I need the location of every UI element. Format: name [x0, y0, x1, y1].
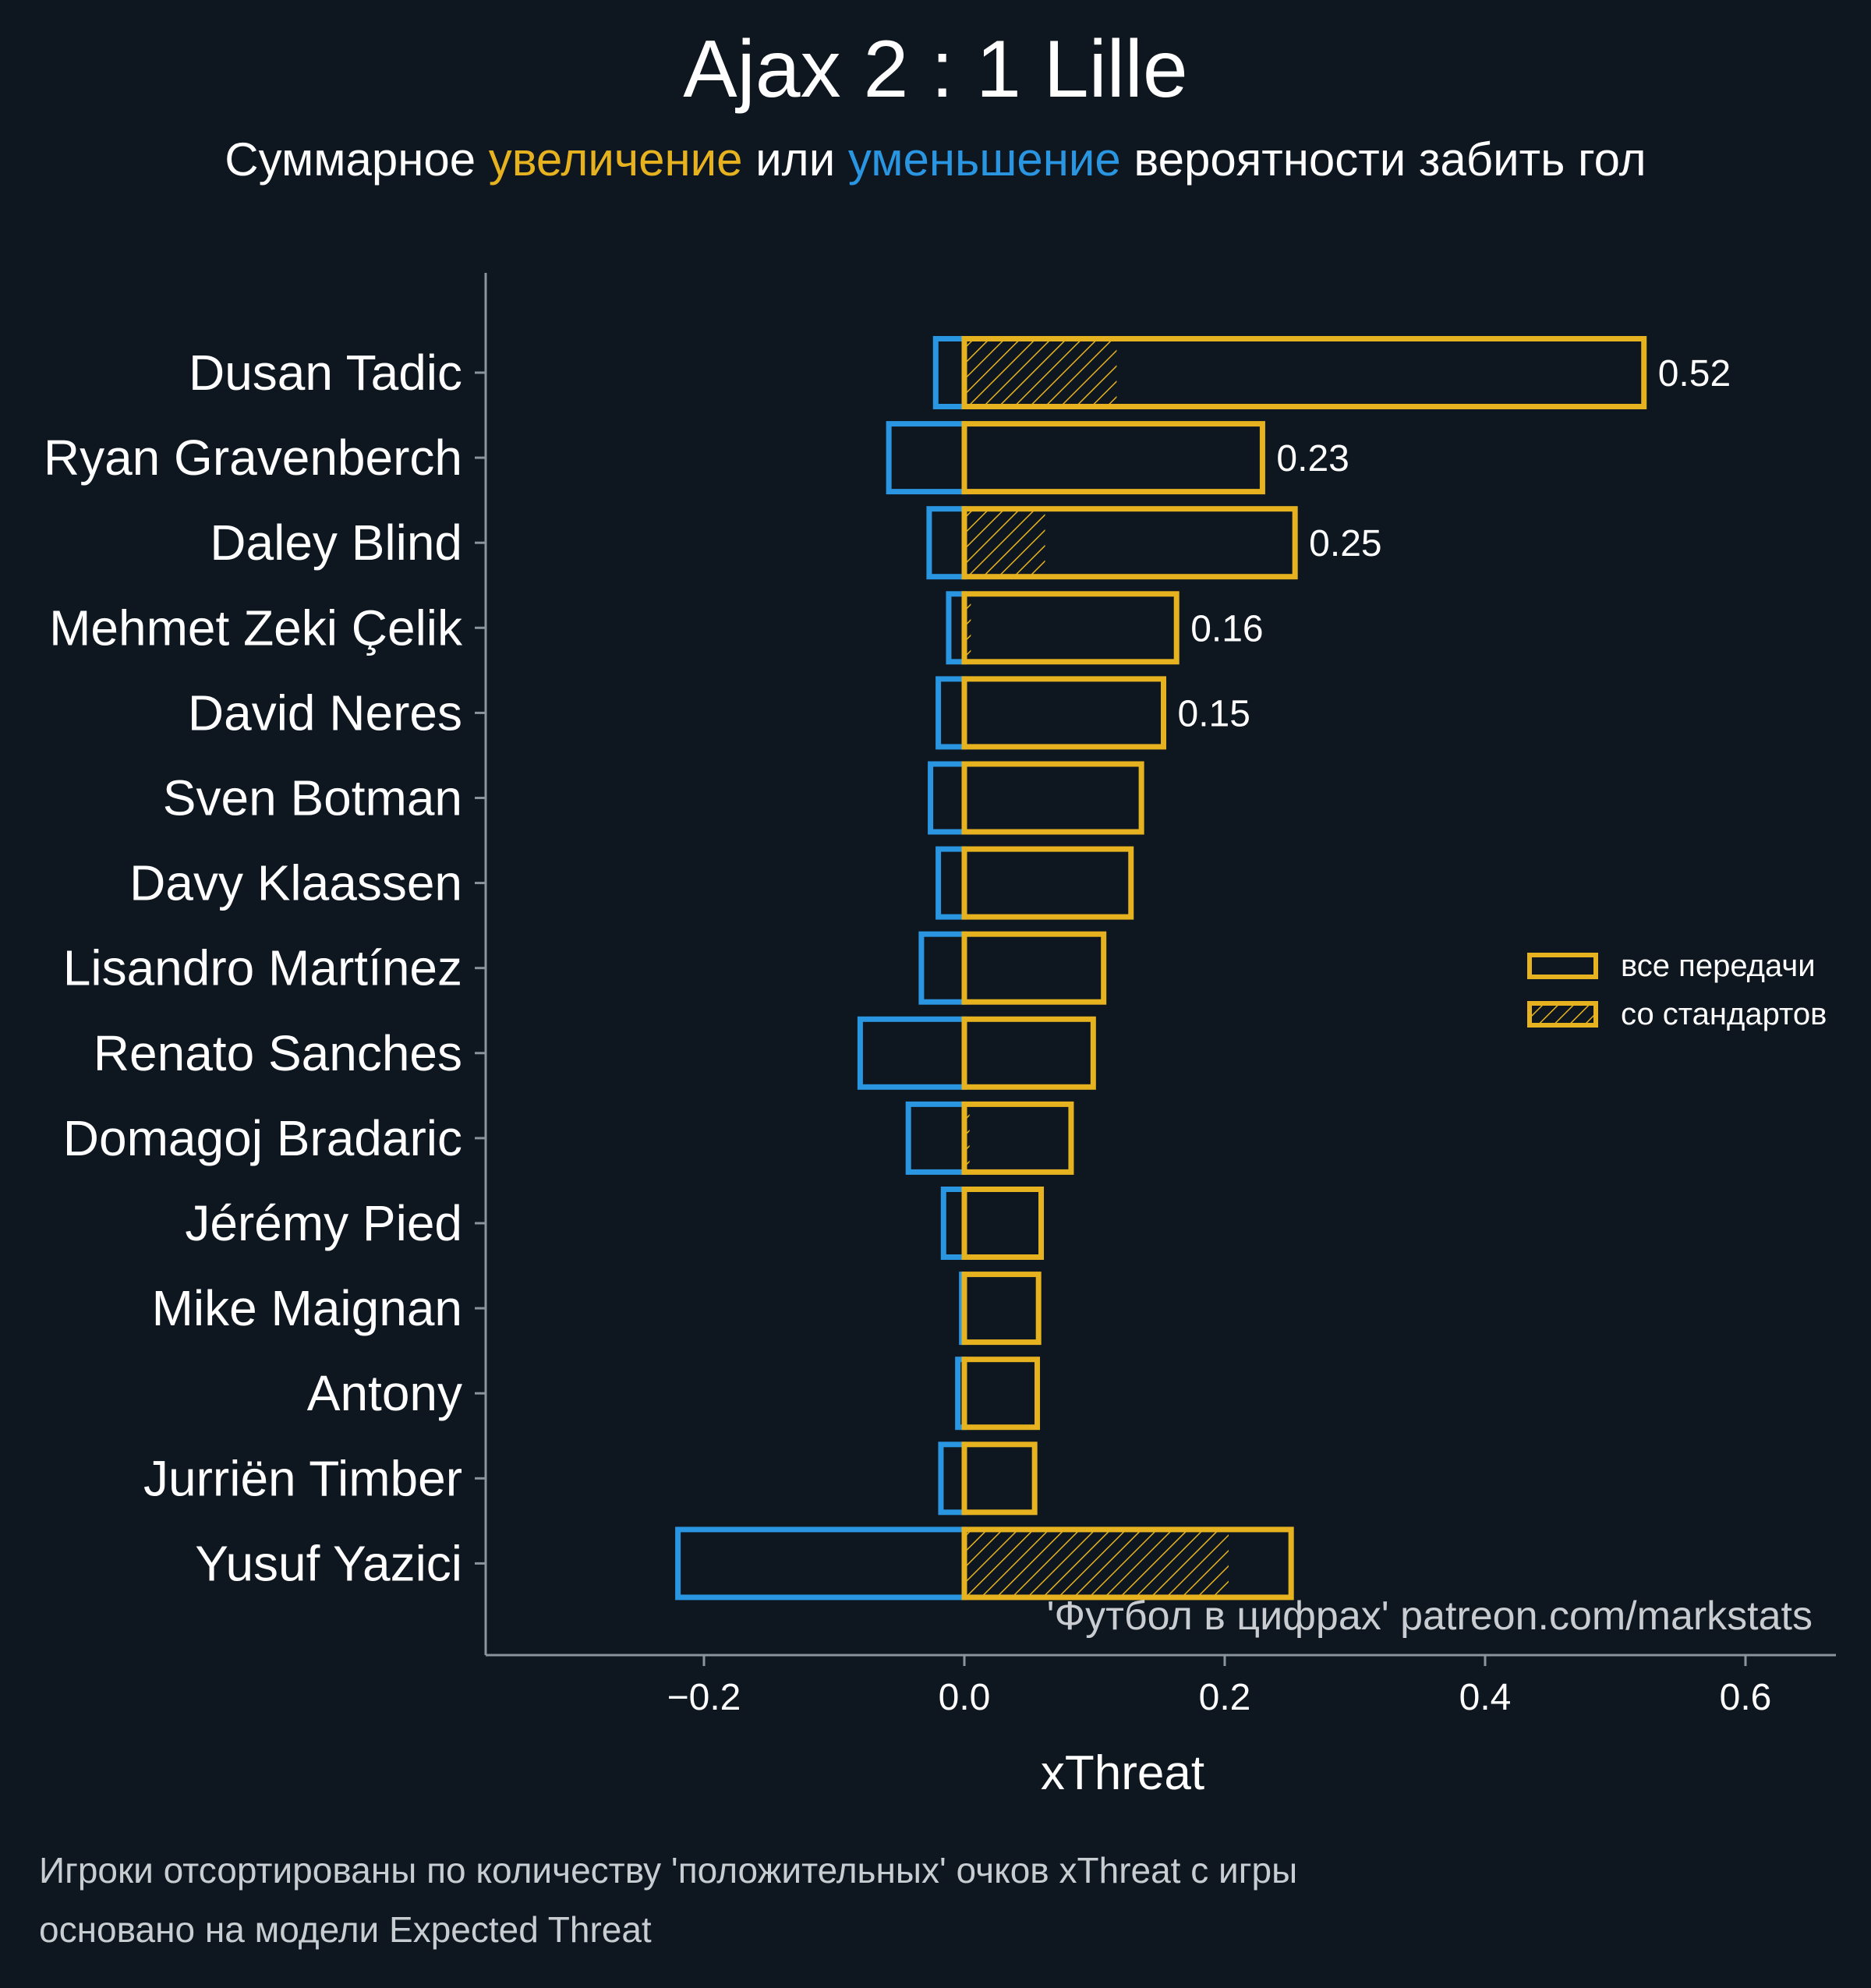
y-tick-label: Jurriën Timber — [143, 1450, 462, 1506]
set-piece-bar — [964, 1529, 1229, 1597]
subtitle-before: Суммарное — [225, 133, 489, 186]
data-label: 0.15 — [1178, 693, 1250, 734]
subtitle-negative: уменьшение — [847, 133, 1121, 186]
legend-label: все передачи — [1621, 949, 1816, 983]
data-label: 0.52 — [1658, 353, 1731, 394]
legend-label: со стандартов — [1621, 997, 1827, 1031]
data-label: 0.23 — [1276, 438, 1349, 479]
negative-bar — [905, 1101, 967, 1175]
positive-bar — [961, 336, 1647, 409]
footnote-model: основано на модели Expected Threat — [39, 1909, 652, 1950]
negative-bar — [886, 421, 967, 495]
positive-bar — [961, 1101, 1074, 1175]
y-tick-label: David Neres — [188, 684, 462, 741]
legend-swatch-hatched — [1527, 1001, 1598, 1028]
positive-bar — [961, 846, 1134, 920]
y-tick-label: Domagoj Bradaric — [63, 1110, 462, 1166]
y-tick-label: Jérémy Pied — [185, 1195, 462, 1251]
y-tick-label: Ryan Gravenberch — [44, 430, 462, 486]
negative-bar — [857, 1016, 967, 1090]
data-label: 0.16 — [1190, 608, 1263, 649]
positive-bar — [961, 421, 1265, 495]
positive-bar — [961, 1272, 1042, 1346]
legend-swatch-outline — [1527, 953, 1598, 979]
y-tick-label: Daley Blind — [210, 515, 462, 571]
positive-bar — [961, 676, 1167, 750]
y-tick-label: Sven Botman — [163, 770, 462, 826]
subtitle-middle: или — [742, 133, 848, 186]
y-tick-label: Mike Maignan — [152, 1280, 462, 1336]
set-piece-bar — [964, 593, 971, 662]
watermark: 'Футбол в цифрах' patreon.com/markstats — [1047, 1594, 1813, 1639]
x-tick-label: −0.2 — [667, 1677, 741, 1718]
y-tick-label: Davy Klaassen — [129, 855, 462, 911]
positive-bar — [961, 506, 1298, 580]
x-tick-label: 0.6 — [1720, 1677, 1772, 1718]
x-tick-label: 0.4 — [1459, 1677, 1512, 1718]
negative-bar — [926, 506, 967, 580]
negative-bar — [675, 1526, 967, 1601]
y-tick-label: Antony — [307, 1365, 462, 1421]
positive-bar — [961, 1357, 1041, 1431]
y-tick-label: Lisandro Martínez — [63, 940, 462, 996]
y-tick-label: Renato Sanches — [94, 1025, 462, 1081]
y-tick-label: Dusan Tadic — [189, 345, 462, 401]
positive-bar — [961, 931, 1107, 1005]
set-piece-bar — [964, 338, 1117, 407]
y-tick-label: Mehmet Zeki Çelik — [49, 600, 463, 656]
positive-bar — [961, 761, 1144, 835]
positive-bar — [961, 1441, 1038, 1516]
positive-bar — [961, 1187, 1045, 1260]
negative-bar — [932, 336, 967, 409]
negative-bar — [936, 846, 967, 920]
positive-bar — [961, 1016, 1096, 1090]
positive-bar — [961, 1526, 1294, 1601]
negative-bar — [936, 676, 967, 750]
positive-bar — [961, 591, 1180, 665]
x-axis-label: xThreat — [1041, 1746, 1204, 1800]
footnote-sorting: Игроки отсортированы по количеству 'поло… — [39, 1850, 1298, 1891]
subtitle-after: вероятности забить гол — [1120, 133, 1646, 186]
chart-title: Ajax 2 : 1 Lille — [683, 24, 1188, 115]
set-piece-bar — [964, 508, 1045, 577]
y-tick-label: Yusuf Yazici — [195, 1535, 462, 1591]
negative-bar — [940, 1187, 967, 1260]
subtitle-positive: увеличение — [488, 133, 743, 186]
negative-bar — [928, 761, 967, 835]
negative-bar — [938, 1441, 967, 1516]
x-tick-label: 0.2 — [1199, 1677, 1251, 1718]
chart-subtitle: Суммарное увеличение или уменьшение веро… — [0, 133, 1871, 186]
x-tick-label: 0.0 — [939, 1677, 991, 1718]
negative-bar — [918, 931, 967, 1005]
data-label: 0.25 — [1309, 523, 1381, 564]
